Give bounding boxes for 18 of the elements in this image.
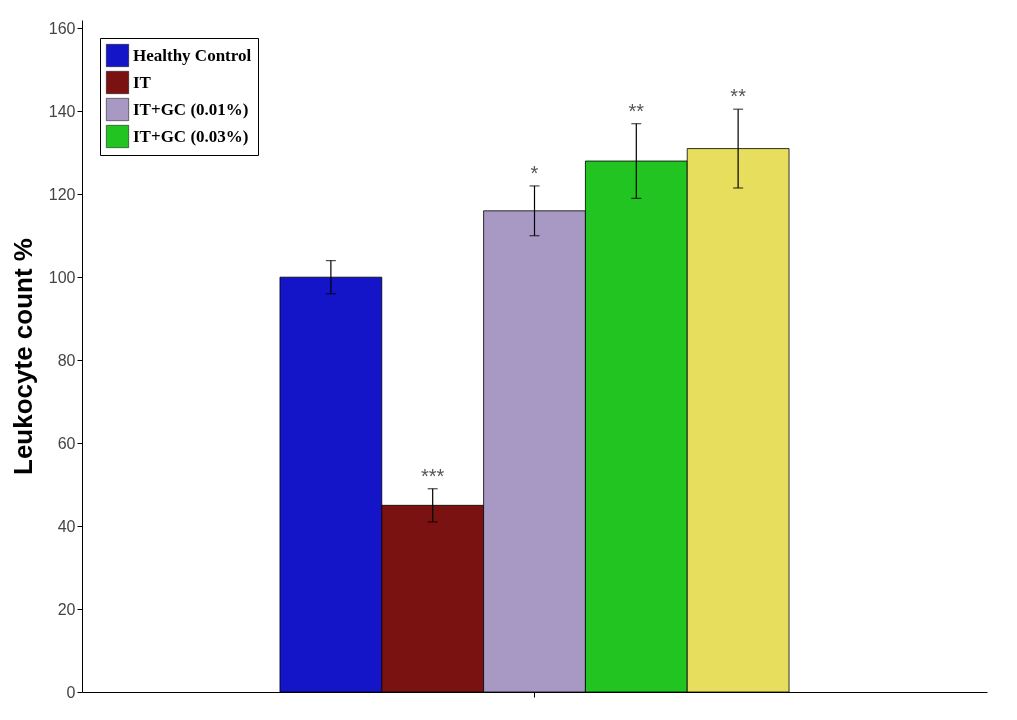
- data-label: ***: [421, 464, 445, 487]
- y-tick-label: 100: [48, 268, 76, 286]
- data-label: *: [530, 161, 539, 184]
- legend-label: IT+GC (0.03%): [133, 126, 249, 146]
- y-tick-label: 60: [57, 434, 76, 452]
- legend-label: IT+GC (0.01%): [133, 99, 249, 119]
- legend-label: Healthy Control: [133, 45, 252, 65]
- y-tick-label: 160: [48, 19, 76, 37]
- y-axis-title: Leukocyte count %: [7, 238, 38, 475]
- data-label: **: [730, 85, 747, 108]
- y-tick-label: 40: [57, 517, 76, 535]
- y-tick-label: 120: [48, 185, 76, 203]
- y-tick-label: 20: [57, 600, 76, 618]
- y-tick-label: 140: [48, 102, 76, 120]
- y-tick-label: 80: [57, 351, 76, 369]
- legend-label: IT: [133, 72, 152, 92]
- y-tick-label: 0: [66, 683, 76, 701]
- data-label: **: [628, 99, 645, 122]
